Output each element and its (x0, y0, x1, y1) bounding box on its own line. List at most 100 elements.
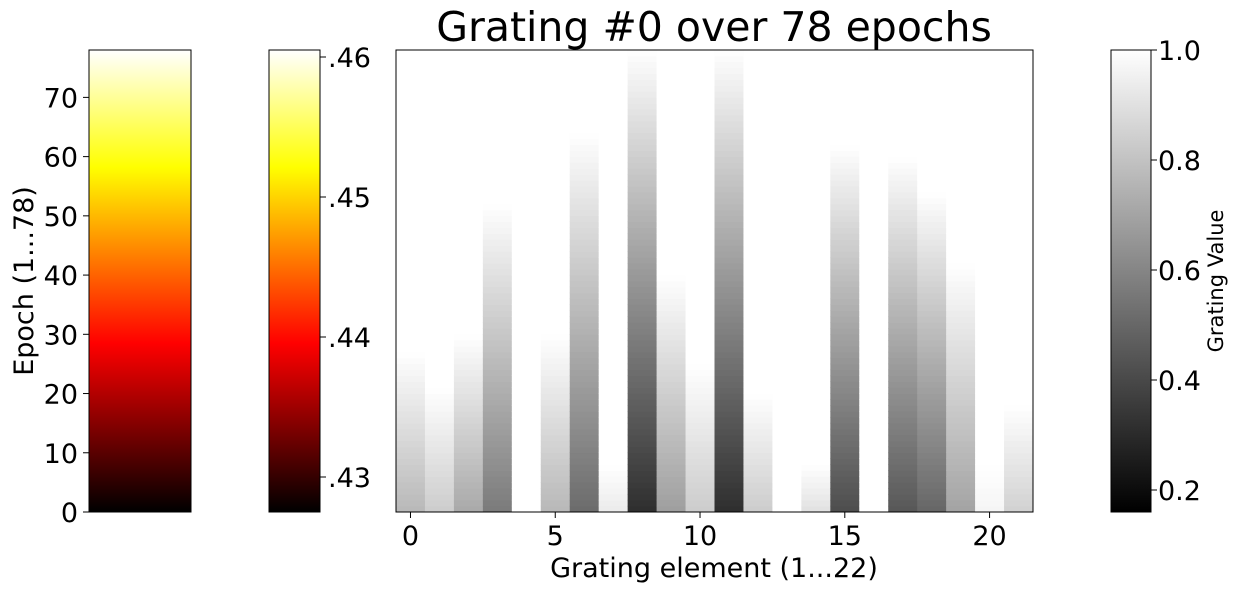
heatmap-cell (453, 221, 484, 228)
heatmap-cell (888, 227, 918, 234)
heatmap-cell (453, 316, 484, 323)
heatmap-cell (685, 440, 715, 448)
heatmap-cell (975, 328, 1005, 335)
heatmap-cell (946, 298, 976, 305)
heatmap-cell (511, 239, 542, 246)
heatmap-cell (714, 446, 744, 454)
heatmap-cell (946, 257, 976, 264)
heatmap-cell (569, 185, 600, 193)
heatmap-cell (569, 221, 600, 228)
heatmap-cell (888, 310, 918, 317)
heatmap-cell (714, 126, 744, 134)
heatmap-cell (743, 375, 773, 382)
heatmap-cell (975, 488, 1005, 495)
heatmap-cell (453, 363, 484, 371)
heatmap-cell (482, 357, 513, 365)
heatmap-cell (975, 322, 1005, 329)
heatmap-cell (396, 144, 426, 151)
heatmap-cell (975, 185, 1005, 193)
main-x-tick-label: 20 (972, 521, 1006, 552)
heatmap-cell (627, 168, 658, 175)
heatmap-cell (453, 114, 484, 122)
heatmap-cell (743, 197, 773, 205)
heatmap-cell (627, 67, 658, 74)
heatmap-cell (714, 185, 744, 193)
heatmap-cell (396, 221, 426, 228)
heatmap-cell (511, 174, 542, 181)
heatmap-cell (424, 493, 455, 501)
heatmap-cell (772, 73, 802, 80)
heatmap-cell (424, 174, 455, 181)
heatmap-cell (685, 221, 715, 228)
heatmap-cell (859, 422, 889, 430)
heatmap-cell (772, 499, 802, 507)
heatmap-cell (859, 67, 889, 74)
heatmap-cell (975, 411, 1005, 418)
epoch-colorbar-fill (89, 50, 191, 512)
heatmap-cell (888, 168, 918, 175)
heatmap-cell (627, 156, 658, 163)
heatmap-cell (569, 191, 600, 199)
main-heatmap: 0 5 10 15 20 Grating element (1...22) (395, 49, 1034, 584)
heatmap-cell (888, 79, 918, 86)
heatmap-cell (656, 464, 687, 471)
heatmap-cell (482, 464, 513, 471)
heatmap-cell (656, 79, 687, 86)
heatmap-cell (1004, 334, 1034, 341)
heatmap-cell (975, 233, 1005, 240)
heatmap-cell (830, 488, 860, 495)
heatmap-cell (627, 73, 658, 80)
heatmap-cell (1004, 446, 1034, 454)
heatmap-cell (569, 381, 600, 388)
heatmap-cell (453, 428, 484, 436)
heatmap-cell (946, 150, 976, 157)
heatmap-cell (859, 334, 889, 341)
heatmap-cell (917, 440, 947, 448)
heatmap-cell (627, 363, 658, 371)
heatmap-cell (946, 334, 976, 341)
heatmap-cell (656, 239, 687, 246)
heatmap-cell (975, 334, 1005, 341)
heatmap-cell (714, 458, 744, 465)
heatmap-cell (859, 103, 889, 110)
heatmap-cell (627, 180, 658, 187)
heatmap-cell (772, 363, 802, 371)
heatmap-cell (482, 416, 513, 424)
heatmap-cell (888, 363, 918, 371)
heatmap-cell (888, 245, 918, 252)
heatmap-cell (453, 328, 484, 335)
heatmap-cell (830, 458, 860, 465)
heatmap-cell (714, 162, 744, 169)
heatmap-cell (917, 197, 947, 205)
heatmap-cell (917, 108, 947, 116)
heatmap-cell (685, 351, 715, 359)
heatmap-cell (946, 499, 976, 507)
heatmap-cell (540, 440, 571, 448)
heatmap-cell (888, 144, 918, 151)
heatmap-cell (801, 339, 831, 347)
heatmap-cell (569, 61, 600, 69)
heatmap-cell (685, 103, 715, 110)
heatmap-cell (569, 322, 600, 329)
heatmap-cell (917, 292, 947, 300)
heatmap-cell (1004, 126, 1034, 134)
heatmap-cell (396, 185, 426, 193)
heatmap-cell (482, 482, 513, 489)
heatmap-cell (540, 422, 571, 430)
heatmap-cell (917, 405, 947, 412)
heatmap-cell (685, 505, 715, 513)
heatmap-cell (424, 393, 455, 400)
heatmap-cell (511, 215, 542, 223)
heatmap-cell (743, 185, 773, 193)
heatmap-cell (685, 357, 715, 365)
heatmap-cell (801, 174, 831, 181)
heatmap-cell (714, 168, 744, 175)
heatmap-cell (424, 138, 455, 146)
heatmap-cell (975, 126, 1005, 134)
heatmap-cell (975, 138, 1005, 146)
heatmap-cell (1004, 215, 1034, 223)
heatmap-cell (714, 280, 744, 288)
heatmap-cell (482, 505, 513, 513)
heatmap-cell (975, 298, 1005, 305)
heatmap-cell (888, 209, 918, 217)
